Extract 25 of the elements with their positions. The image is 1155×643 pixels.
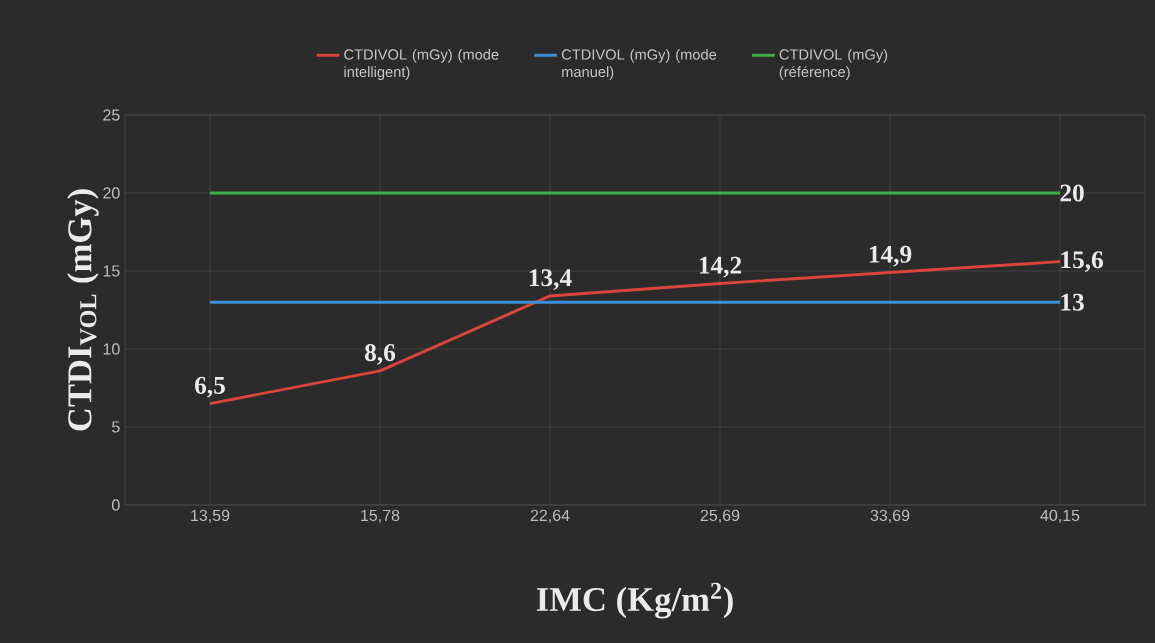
- y-tick-label: 0: [112, 499, 120, 511]
- x-tick-label: 25,69: [700, 509, 740, 523]
- x-tick-label: 33,69: [870, 509, 910, 523]
- data-label: 13,4: [529, 269, 572, 290]
- x-tick-label: 40,15: [1040, 509, 1080, 523]
- y-tick-label: 20: [103, 187, 120, 199]
- data-label: 6,5: [195, 376, 225, 398]
- data-label: 14,2: [699, 256, 742, 278]
- y-tick-label: 5: [112, 421, 120, 433]
- x-tick-label: 22,64: [530, 509, 570, 523]
- data-label: 8,6: [365, 344, 396, 365]
- data-label: 20: [1060, 184, 1084, 202]
- data-label: 13: [1061, 293, 1084, 311]
- data-label: 14,9: [869, 245, 912, 267]
- legend-label: CTDIVOL (mGy) (mode manuel): [561, 48, 717, 80]
- y-tick-label: 15: [103, 265, 120, 277]
- x-tick-label: 13,59: [191, 509, 230, 523]
- legend-label: CTDIVOL (mGy) (mode intelligent): [344, 48, 499, 80]
- y-tick-label: 10: [103, 343, 120, 355]
- y-axis-title: CTDI$_{VOL}$ (mGy): [67, 189, 99, 431]
- x-tick-label: 15,78: [361, 509, 400, 523]
- data-label: 15,6: [1061, 251, 1103, 272]
- x-axis-title: IMC (Kg/m$^{2}$): [536, 582, 733, 619]
- legend-label: CTDIVOL (mGy) (référence): [779, 48, 888, 80]
- y-tick-label: 25: [103, 109, 120, 121]
